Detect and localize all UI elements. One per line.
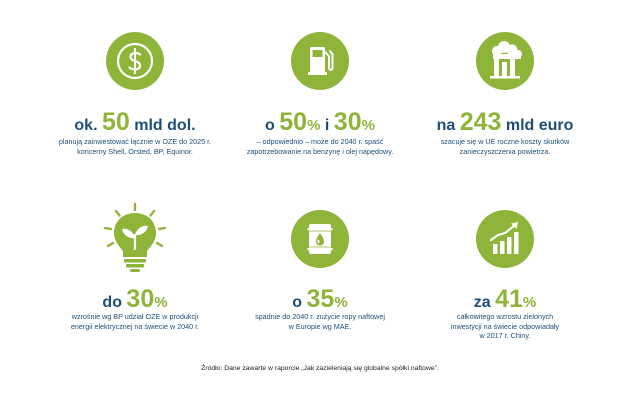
description-line: planują zainwestować łącznie w OZE do 20… — [58, 137, 212, 146]
headline-percent: % — [334, 294, 348, 311]
headline-number: 30 — [126, 285, 155, 313]
description-line: inwestycji na świecie odpowiadały — [450, 321, 560, 331]
description-line: w Europie wg MAE. — [288, 321, 352, 331]
description-line: całkowitego wzrostu zielonych — [456, 312, 554, 321]
description: szacuje się w UE roczne koszty skutków z… — [400, 137, 610, 156]
headline-number: 243 — [459, 108, 502, 136]
headline-number: 41 — [495, 285, 523, 313]
pollution-factory-icon — [476, 32, 534, 90]
description-line: wzrośnie wg BP udział OZE w produkcji — [71, 312, 199, 321]
headline-suffix: mld euro — [505, 117, 574, 134]
dollar-coin-icon — [106, 32, 164, 90]
description: całkowitego wzrostu zielonych inwestycji… — [400, 312, 610, 341]
description-line: zapotrzebowanie na benzynę i olej napędo… — [246, 146, 394, 156]
headline-percent: % — [522, 294, 537, 311]
headline: do 30% — [30, 287, 240, 312]
description-line: energii elektrycznej na świecie w 2040 r… — [70, 321, 200, 331]
source-note: Źródło: Dane zawarte w raporcie „Jak zaz… — [201, 365, 439, 372]
headline-percent: % — [154, 294, 168, 311]
fuel-pump-icon — [291, 32, 349, 90]
description-line: szacuje się w UE roczne koszty skutków — [440, 137, 570, 146]
headline-number: 30 — [333, 108, 362, 136]
headline-prefix: o — [292, 294, 303, 311]
headline: za 41% — [400, 287, 610, 312]
headline-prefix: na — [436, 117, 456, 134]
description: wzrośnie wg BP udział OZE w produkcji en… — [30, 312, 240, 331]
description-line: koncerny Shell, Orsted, BP, Equinor. — [77, 146, 193, 156]
headline-percent: % — [307, 117, 321, 134]
description: planują zainwestować łącznie w OZE do 20… — [30, 137, 240, 156]
headline: ok. 50 mld dol. — [30, 110, 240, 135]
headline-number: 50 — [279, 108, 308, 136]
headline-prefix: ok. — [74, 117, 98, 134]
description-line: – odpowiednio – może do 2040 r. spaść — [256, 137, 384, 146]
headline: na 243 mld euro — [400, 110, 610, 135]
headline-prefix: o — [265, 117, 275, 134]
headline-prefix: do — [102, 294, 122, 311]
description: spadnie do 2040 r. zużycie ropy naftowej… — [215, 312, 425, 331]
description: – odpowiednio – może do 2040 r. spaść za… — [215, 137, 425, 156]
headline-suffix: mld dol. — [134, 117, 196, 134]
headline-number: 35 — [306, 285, 335, 313]
headline: o 35% — [215, 287, 425, 312]
description-line: spadnie do 2040 r. zużycie ropy naftowej — [255, 312, 385, 321]
headline-percent: % — [361, 117, 375, 134]
description-line: w 2017 r. Chiny. — [479, 331, 531, 340]
description-line: zanieczyszczenia powietrza. — [459, 146, 551, 156]
headline-prefix: za — [473, 294, 491, 311]
growth-chart-icon — [476, 210, 534, 268]
lightbulb-plant-icon — [100, 202, 170, 276]
headline-connector: i — [324, 117, 330, 134]
oil-barrel-icon — [291, 210, 349, 268]
headline: o 50% i 30% — [215, 110, 425, 135]
headline-number: 50 — [101, 108, 130, 136]
